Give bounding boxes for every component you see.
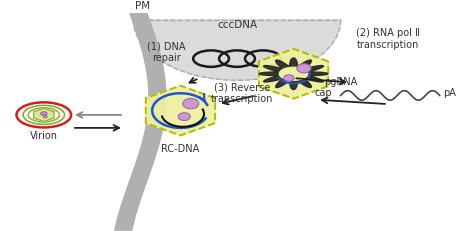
Text: (1) DNA
repair: (1) DNA repair [147, 41, 185, 63]
Ellipse shape [183, 98, 199, 109]
Polygon shape [279, 67, 308, 80]
Ellipse shape [40, 112, 47, 116]
Text: cccDNA: cccDNA [217, 20, 257, 30]
Ellipse shape [178, 113, 191, 121]
Text: pgRNA: pgRNA [324, 77, 357, 87]
Text: (3) Reverse
transcription: (3) Reverse transcription [210, 82, 273, 104]
Polygon shape [259, 58, 328, 90]
Ellipse shape [43, 115, 47, 118]
Polygon shape [133, 20, 341, 80]
Text: Virion: Virion [30, 131, 58, 141]
Text: PM: PM [135, 1, 150, 11]
Polygon shape [34, 108, 54, 121]
Ellipse shape [283, 75, 294, 81]
Text: cap: cap [315, 88, 332, 98]
Polygon shape [146, 86, 215, 135]
Polygon shape [259, 49, 328, 99]
Text: pA: pA [443, 88, 456, 98]
Ellipse shape [297, 64, 311, 73]
Text: (2) RNA pol Ⅱ
transcription: (2) RNA pol Ⅱ transcription [356, 28, 420, 50]
Text: RC-DNA: RC-DNA [161, 144, 200, 154]
